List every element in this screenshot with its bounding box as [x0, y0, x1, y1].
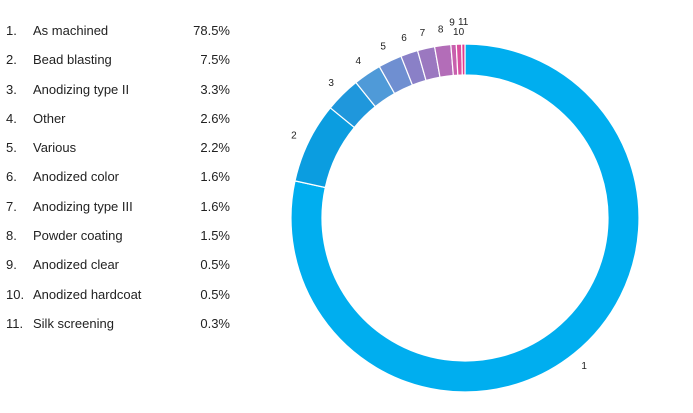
legend-number: 2. — [6, 52, 17, 68]
slice-label: 4 — [356, 56, 362, 67]
legend-number: 10. — [6, 286, 25, 302]
legend-label: Anodized hardcoat — [33, 286, 142, 302]
legend-label: Powder coating — [33, 228, 123, 244]
slice-label: 11 — [458, 17, 469, 28]
legend-row: 7. Anodizing type III 1.6% — [0, 192, 240, 221]
chart-legend: 1. As machined 78.5% 2. Bead blasting 7.5% 3. A… — [0, 16, 240, 338]
legend-value: 1.6% — [200, 169, 230, 185]
legend-row: 4. Other 2.6% — [0, 104, 240, 133]
legend-number: 6. — [6, 169, 17, 185]
slice-label: 2 — [291, 130, 297, 141]
slice-label: 1 — [581, 361, 587, 372]
legend-label: Various — [33, 140, 77, 156]
legend-label: Anodizing type II — [33, 81, 130, 97]
legend-number: 8. — [6, 228, 17, 244]
legend-row: 3. Anodizing type II 3.3% — [0, 75, 240, 104]
legend-value: 78.5% — [193, 23, 230, 38]
slice-label: 6 — [401, 33, 407, 44]
legend-label: As machined — [33, 23, 109, 38]
legend-row: 10. Anodized hardcoat 0.5% — [0, 280, 240, 309]
legend-number: 5. — [6, 140, 17, 156]
legend-row: 6. Anodized color 1.6% — [0, 162, 240, 191]
legend-value: 2.2% — [200, 140, 230, 156]
legend-number: 11. — [6, 315, 24, 331]
legend-value: 1.6% — [200, 198, 230, 214]
legend-number: 1. — [6, 23, 17, 38]
slice-label: 5 — [380, 42, 386, 53]
slice-label: 8 — [438, 25, 444, 36]
donut-slice — [461, 43, 466, 76]
legend-label: Anodized clear — [33, 257, 119, 273]
donut-slice — [290, 43, 640, 393]
legend-value: 1.5% — [200, 228, 230, 244]
legend-row: 1. As machined 78.5% — [0, 16, 240, 45]
slice-label: 10 — [453, 27, 465, 38]
slice-label: 7 — [420, 28, 426, 39]
legend-number: 9. — [6, 257, 17, 273]
legend-label: Anodized color — [33, 169, 119, 185]
slice-label: 9 — [449, 17, 455, 28]
slice-label: 3 — [328, 78, 334, 89]
legend-row: 2. Bead blasting 7.5% — [0, 45, 240, 74]
legend-row: 5. Various 2.2% — [0, 133, 240, 162]
legend-row: 8. Powder coating 1.5% — [0, 221, 240, 250]
legend-number: 4. — [6, 110, 17, 126]
legend-value: 0.5% — [200, 286, 230, 302]
donut-chart: 1 2 3 4 5 6 7 8 9 10 11 — [270, 10, 693, 408]
legend-label: Silk screening — [33, 315, 114, 331]
legend-row: 11. Silk screening 0.3% — [0, 309, 240, 338]
legend-number: 3. — [6, 81, 17, 97]
legend-label: Bead blasting — [33, 52, 112, 68]
legend-value: 3.3% — [200, 81, 230, 97]
legend-row: 9. Anodized clear 0.5% — [0, 250, 240, 279]
legend-value: 7.5% — [200, 52, 230, 68]
legend-label: Anodizing type III — [33, 198, 133, 214]
legend-number: 7. — [6, 198, 17, 214]
legend-value: 0.3% — [200, 315, 230, 331]
legend-value: 0.5% — [200, 257, 230, 273]
legend-label: Other — [33, 110, 66, 126]
legend-value: 2.6% — [200, 110, 230, 126]
